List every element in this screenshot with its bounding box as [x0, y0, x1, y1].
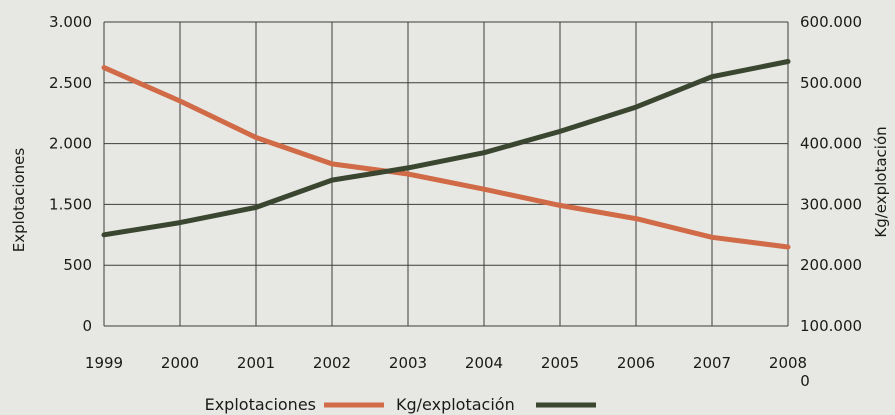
x-tick-label: 2004	[465, 354, 503, 372]
x-tick-label: 2007	[693, 354, 731, 372]
right-tick-label: 300.000	[800, 195, 862, 213]
left-tick-label: 2.000	[49, 135, 92, 153]
right-tick-label: 500.000	[800, 74, 862, 92]
x-tick-label: 2000	[161, 354, 199, 372]
x-tick-label: 2002	[313, 354, 351, 372]
left-tick-label: 1.500	[49, 195, 92, 213]
right-axis-title: Kg/explotación	[872, 126, 890, 237]
x-tick-label: 2008	[769, 354, 807, 372]
x-axis-ticks: 1999 2000 2001 2002 2003 2004 2005 2006 2007 2008	[85, 354, 807, 372]
grid	[103, 21, 789, 327]
series-line-explotaciones	[101, 65, 791, 250]
x-tick-label: 2005	[541, 354, 579, 372]
right-tick-label: 100.000	[800, 317, 862, 335]
right-tick-label: 600.000	[800, 13, 862, 31]
x-tick-label: 2003	[389, 354, 427, 372]
left-tick-label: 3.000	[49, 13, 92, 31]
right-axis-zero-label: 0	[800, 372, 810, 390]
x-tick-label: 2006	[617, 354, 655, 372]
x-tick-label: 1999	[85, 354, 123, 372]
left-tick-label: 500	[63, 256, 92, 274]
legend-label-explotaciones: Explotaciones	[205, 395, 316, 414]
plot-area	[104, 22, 788, 326]
series-lines	[101, 59, 791, 250]
left-axis-ticks: 0 500 1.500 2.000 2.500 3.000	[49, 13, 92, 335]
left-tick-label: 0	[82, 317, 92, 335]
legend-label-kg-explotacion: Kg/explotación	[396, 395, 515, 414]
right-axis-ticks: 100.000 200.000 300.000 400.000 500.000 600.0…	[800, 13, 862, 335]
left-axis-title: Explotaciones	[10, 148, 28, 253]
series-line-kg-explotacion	[101, 59, 791, 238]
right-tick-label: 400.000	[800, 135, 862, 153]
left-tick-label: 2.500	[49, 74, 92, 92]
x-tick-label: 2001	[237, 354, 275, 372]
right-tick-label: 200.000	[800, 256, 862, 274]
legend: Explotaciones Kg/explotación	[205, 395, 596, 414]
